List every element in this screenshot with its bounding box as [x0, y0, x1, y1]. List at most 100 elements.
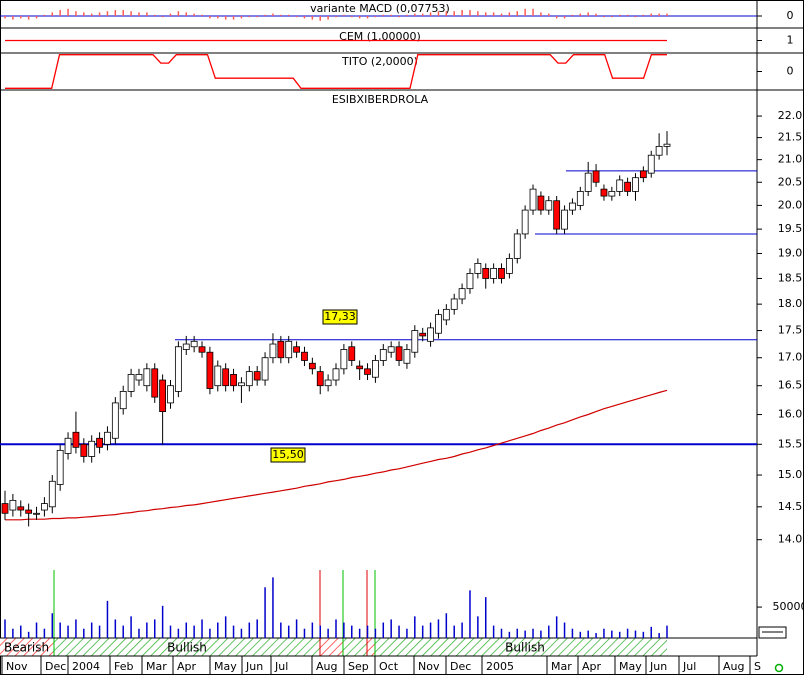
y-tick-label: 0 — [787, 65, 794, 78]
bar — [20, 16, 22, 18]
bar — [587, 631, 589, 638]
bar — [241, 16, 243, 18]
candle-body — [506, 258, 512, 273]
candle-body — [309, 363, 315, 369]
candle-body — [18, 507, 24, 510]
candle-body — [144, 369, 150, 386]
x-tick-label: Oct — [379, 660, 399, 673]
candle-body — [168, 386, 174, 403]
x-tick-label: Apr — [177, 660, 197, 673]
candle-body — [648, 155, 654, 173]
candle-body — [41, 504, 47, 510]
candle-body — [152, 369, 158, 397]
bar — [485, 12, 487, 16]
bar — [67, 9, 69, 16]
candle-body — [357, 366, 363, 369]
candle-body — [593, 171, 599, 182]
bar — [178, 629, 180, 638]
bar — [406, 629, 408, 638]
candle-body — [223, 369, 229, 386]
candle-body — [81, 444, 87, 456]
bar — [28, 632, 30, 638]
bar — [532, 9, 534, 16]
bar — [44, 15, 46, 16]
candle-body — [207, 352, 213, 388]
bar — [335, 16, 337, 17]
candle-body — [254, 372, 260, 380]
bar — [99, 626, 101, 638]
candle-body — [656, 146, 662, 155]
candle-body — [270, 344, 276, 358]
bar — [603, 16, 605, 17]
candle-body — [428, 328, 434, 341]
bar — [406, 15, 408, 16]
bar — [107, 11, 109, 16]
bar — [595, 633, 597, 638]
bar — [611, 631, 613, 638]
bar — [217, 623, 219, 638]
bar — [627, 15, 629, 16]
y-tick-label: 15.5 — [778, 437, 803, 450]
bar — [225, 616, 227, 638]
candle-body — [112, 403, 118, 438]
bar — [178, 11, 180, 16]
candle-body — [522, 210, 528, 234]
bar — [595, 14, 597, 16]
candle-body — [104, 432, 110, 444]
bar — [461, 10, 463, 16]
bar — [666, 14, 668, 16]
candle-body — [317, 372, 323, 386]
candle-body — [301, 352, 307, 360]
candle-body — [491, 268, 497, 278]
bar — [493, 626, 495, 638]
bar — [146, 623, 148, 638]
bar — [398, 16, 400, 17]
candle-body — [601, 189, 607, 196]
bar — [367, 626, 369, 638]
candle-body — [294, 347, 300, 352]
x-tick-label: Jul — [274, 660, 288, 673]
candle-body — [365, 369, 371, 375]
bar — [209, 16, 211, 18]
candle-body — [420, 333, 426, 336]
candle-body — [97, 438, 103, 447]
candle-body — [349, 347, 355, 361]
candle-body — [325, 380, 331, 386]
bar — [635, 631, 637, 638]
bar — [414, 14, 416, 16]
bar — [75, 619, 77, 638]
bar — [548, 626, 550, 638]
bar — [564, 16, 566, 18]
bar — [524, 9, 526, 16]
candle-body — [538, 196, 544, 210]
bar — [603, 629, 605, 638]
panel-title: ESIBXIBERDROLA — [332, 93, 429, 106]
candle-body — [499, 268, 505, 278]
bar — [59, 623, 61, 638]
bar — [4, 619, 6, 638]
x-tick-label: 2005 — [486, 660, 514, 673]
bar — [485, 597, 487, 638]
bar — [52, 613, 54, 638]
regime-label: Bearish — [4, 641, 49, 655]
x-tick-label: Dec — [45, 660, 66, 673]
y-tick-label: 14.5 — [778, 500, 803, 513]
bar — [509, 632, 511, 638]
bar — [28, 16, 30, 20]
bar — [52, 12, 54, 16]
x-tick-label: Apr — [582, 660, 602, 673]
bar — [556, 16, 558, 18]
bar — [233, 626, 235, 638]
bar — [44, 629, 46, 638]
bar — [20, 626, 22, 638]
bar — [619, 15, 621, 16]
bar — [469, 590, 471, 638]
candle-body — [333, 369, 339, 380]
candle-body — [569, 203, 575, 210]
bar — [446, 613, 448, 638]
bar — [469, 10, 471, 16]
candle-body — [73, 432, 79, 447]
candle-body — [396, 347, 402, 361]
bar — [122, 626, 124, 638]
x-tick-label: Aug — [316, 660, 337, 673]
